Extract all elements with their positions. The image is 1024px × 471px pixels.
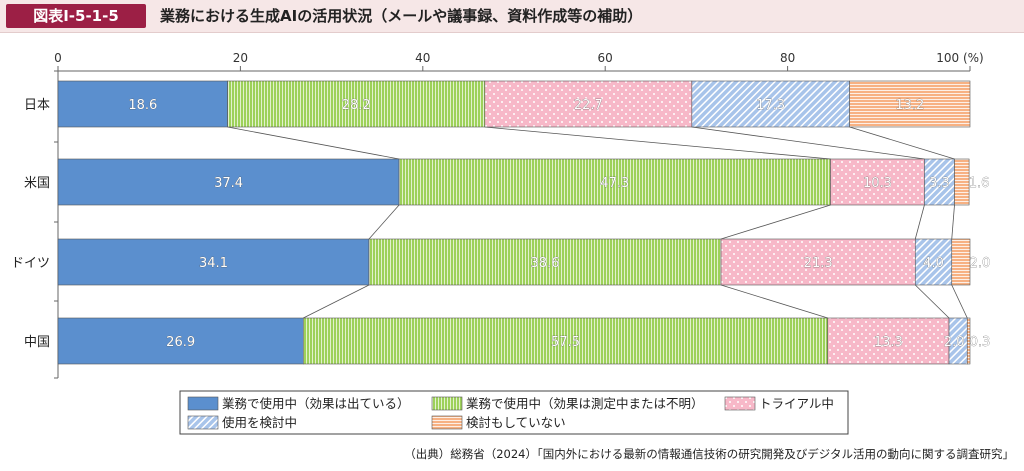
value-label: 47.3	[600, 176, 629, 191]
bar-segment	[484, 80, 693, 128]
connector-line	[951, 284, 968, 319]
x-tick-label: 100 (%)	[936, 51, 983, 65]
category-label: 日本	[24, 98, 50, 113]
value-label: 13.2	[895, 98, 924, 113]
value-label: 18.6	[128, 98, 157, 113]
bar-segment	[57, 317, 304, 365]
value-label: 34.1	[199, 256, 228, 271]
connector-line	[915, 284, 950, 319]
category-label: 中国	[24, 335, 50, 350]
legend-swatch	[431, 396, 463, 411]
value-labels: 18.6 28.2 22.7 17.3 13.2 37.4 47.3 10.3 3.3 1.6 34…	[128, 98, 991, 351]
value-label: 2.0	[970, 256, 991, 271]
figure-number: 図表Ⅰ-5-1-5	[6, 4, 146, 28]
x-tick-label: 20	[233, 51, 248, 65]
bar-segment	[303, 317, 829, 365]
x-tick-label: 80	[780, 51, 795, 65]
value-label: 28.2	[342, 98, 371, 113]
legend-swatch	[724, 396, 756, 411]
legend-swatch	[187, 396, 219, 411]
value-label: 4.0	[923, 256, 944, 271]
bar-segment	[720, 238, 916, 286]
connector-line	[368, 204, 400, 240]
bar-segment	[954, 158, 970, 206]
legend-swatch	[187, 415, 219, 430]
bars	[57, 80, 971, 365]
figure-header: 図表Ⅰ-5-1-5 業務における生成AIの活用状況（メールや議事録、資料作成等の…	[0, 0, 1024, 33]
connector-line	[849, 126, 955, 160]
value-label: 26.9	[166, 335, 195, 350]
bar-segment	[849, 80, 971, 128]
legend-label: 検討もしていない	[466, 415, 566, 430]
bar-segment	[57, 80, 228, 128]
source-note: （出典）総務省（2024）「国内外における最新の情報通信技術の研究開発及びデジタ…	[404, 447, 1014, 461]
value-label: 37.4	[214, 176, 243, 191]
x-tick-label: 40	[415, 51, 430, 65]
bar-segment	[227, 80, 486, 128]
category-label: 米国	[24, 176, 50, 191]
category-label: ドイツ	[11, 256, 50, 271]
x-tick-label: 60	[598, 51, 613, 65]
bar-segment	[368, 238, 722, 286]
connector-line	[484, 126, 831, 160]
connector-line	[720, 204, 831, 240]
bar-segment	[951, 238, 971, 286]
bar-segment	[914, 238, 953, 286]
value-label: 3.3	[929, 176, 950, 191]
legend: 業務で使用中（効果は出ている） 業務で使用中（効果は測定中または不明） トライアル中…	[179, 390, 849, 435]
connector-line	[951, 204, 955, 240]
x-tick-label: 0	[54, 51, 62, 65]
connector-line	[227, 126, 400, 160]
bar-segment	[924, 158, 955, 206]
connector-line	[691, 126, 925, 160]
value-label: 10.3	[863, 176, 892, 191]
bar-segment	[827, 317, 950, 365]
value-label: 1.6	[969, 176, 990, 191]
bar-segment	[398, 158, 831, 206]
value-label: 38.6	[531, 256, 560, 271]
bar-segment	[966, 317, 971, 365]
value-label: 21.3	[804, 256, 833, 271]
legend-label: 業務で使用中（効果は出ている）	[222, 396, 410, 411]
connector-line	[720, 284, 828, 319]
legend-swatch	[431, 415, 463, 430]
legend-label: 使用を検討中	[222, 415, 297, 430]
legend-label: 業務で使用中（効果は測定中または不明）	[466, 396, 704, 411]
legend-label: トライアル中	[759, 396, 834, 411]
value-label: 2.0	[944, 335, 965, 350]
figure-title: 業務における生成AIの活用状況（メールや議事録、資料作成等の補助）	[160, 7, 643, 25]
value-label: 0.3	[970, 335, 991, 350]
bar-segment	[830, 158, 925, 206]
connector-line	[303, 284, 370, 319]
bar-segment	[57, 238, 370, 286]
value-label: 17.3	[756, 98, 785, 113]
connector-line	[914, 204, 925, 240]
value-label: 13.3	[874, 335, 903, 350]
connector-lines	[227, 126, 968, 319]
value-label: 22.7	[574, 98, 603, 113]
bar-segment	[691, 80, 850, 128]
value-label: 57.5	[551, 335, 580, 350]
x-axis: 0 20 40 60 80 100 (%)	[54, 51, 984, 379]
bar-segment	[57, 158, 400, 206]
